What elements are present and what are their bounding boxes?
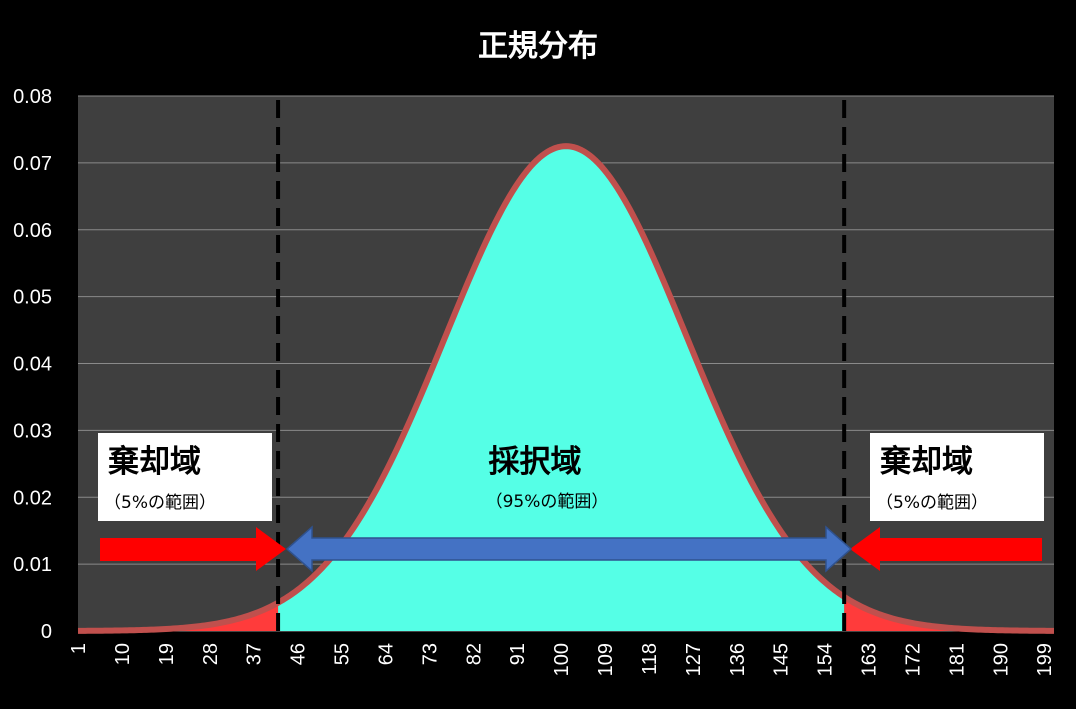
density-curve [77, 143, 1055, 634]
rejection-right-annotation: 棄却域 （5%の範囲） [870, 433, 1044, 521]
acceptance-sublabel: （95%の範囲） [486, 492, 609, 512]
y-tick-label: 0.01 [13, 554, 52, 576]
y-tick-label: 0.08 [13, 86, 52, 108]
region-arrows [100, 525, 1042, 573]
x-axis: 1 10 19 28 37 46 55 64 73 82 91 100 109 118 127 136 145 1… [68, 643, 1056, 676]
rejection-left-area [160, 602, 279, 631]
rejection-right-arrow [850, 527, 1042, 571]
x-tick-label: 28 [200, 643, 222, 665]
x-tick-label: 118 [639, 643, 661, 675]
acceptance-annotation: 採択域 （95%の範囲） [486, 444, 609, 512]
acceptance-arrow [285, 525, 853, 573]
x-tick-label: 46 [288, 643, 310, 665]
x-tick-label: 172 [902, 643, 924, 676]
x-tick-label: 127 [683, 643, 705, 676]
x-tick-label: 55 [332, 643, 354, 665]
rejection-left-annotation: 棄却域 （5%の範囲） [98, 433, 272, 521]
x-tick-label: 109 [595, 643, 617, 676]
y-tick-label: 0.03 [13, 420, 52, 442]
rejection-left-label: 棄却域 [108, 444, 201, 480]
y-axis: 0 0.01 0.02 0.03 0.04 0.05 0.06 0.07 0.08 [13, 86, 52, 643]
distribution-regions [160, 146, 972, 631]
rejection-left-sublabel: （5%の範囲） [104, 493, 216, 513]
x-tick-label: 154 [815, 643, 837, 676]
x-tick-label: 73 [419, 643, 441, 665]
x-tick-label: 190 [990, 643, 1012, 676]
rejection-left-box [98, 433, 272, 521]
x-tick-label: 91 [507, 643, 529, 665]
y-tick-label: 0.05 [13, 287, 52, 309]
x-tick-label: 1 [68, 643, 90, 654]
rejection-right-sublabel: （5%の範囲） [876, 493, 988, 513]
rejection-left-arrow [100, 527, 286, 571]
acceptance-area [278, 146, 845, 631]
x-tick-label: 163 [859, 643, 881, 676]
y-tick-label: 0 [41, 621, 52, 643]
x-tick-label: 199 [1034, 643, 1056, 676]
x-tick-label: 82 [463, 643, 485, 665]
x-tick-label: 136 [727, 643, 749, 676]
y-tick-label: 0.04 [13, 354, 52, 376]
x-tick-label: 64 [375, 643, 397, 665]
y-tick-label: 0.06 [13, 220, 52, 242]
rejection-right-box [870, 433, 1044, 521]
x-tick-label: 181 [946, 643, 968, 676]
x-tick-label: 10 [112, 643, 134, 665]
x-tick-label: 100 [551, 643, 573, 676]
x-tick-label: 145 [771, 643, 793, 676]
y-tick-label: 0.07 [13, 153, 52, 175]
chart-title: 正規分布 [478, 29, 598, 64]
x-tick-label: 37 [244, 643, 266, 665]
acceptance-label: 採択域 [489, 444, 582, 480]
rejection-right-label: 棄却域 [880, 444, 973, 480]
y-tick-label: 0.02 [13, 487, 52, 509]
rejection-right-area [844, 596, 972, 631]
x-tick-label: 19 [156, 643, 178, 665]
